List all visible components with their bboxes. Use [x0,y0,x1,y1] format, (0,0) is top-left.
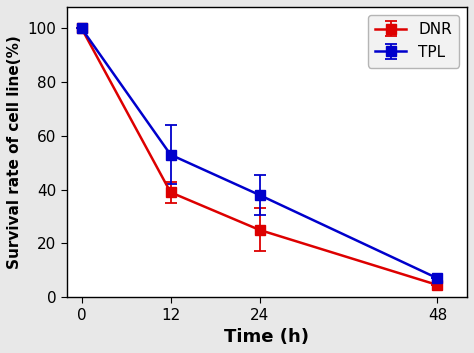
Y-axis label: Survival rate of cell line(%): Survival rate of cell line(%) [7,35,22,269]
Legend: DNR, TPL: DNR, TPL [368,14,459,67]
X-axis label: Time (h): Time (h) [224,328,310,346]
